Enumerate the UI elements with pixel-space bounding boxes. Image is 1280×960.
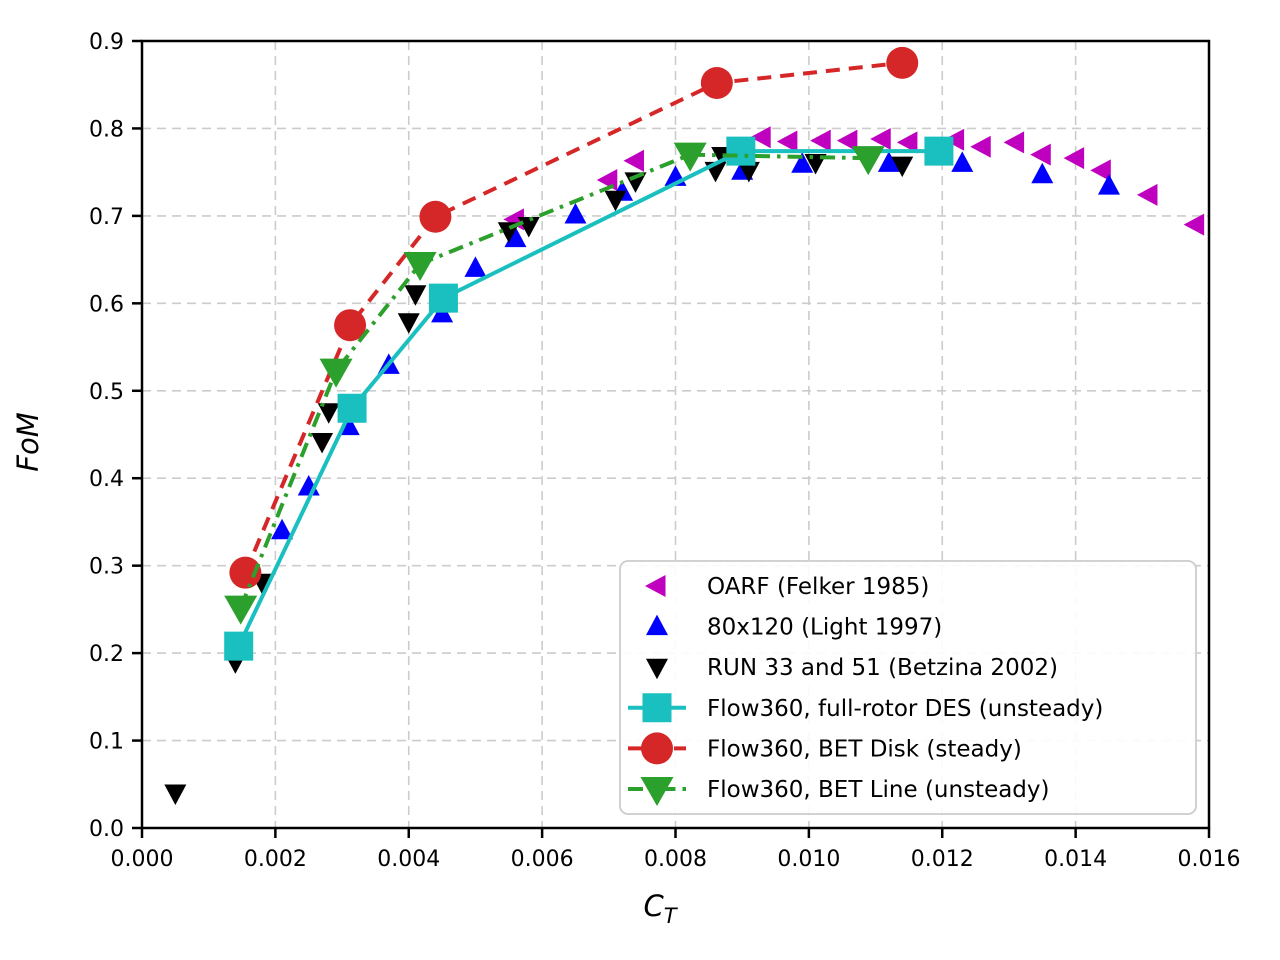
y-axis-label: FoM [11,412,45,471]
data-series [164,46,1205,806]
legend-marker-icon [642,693,672,723]
legend-entry-flow360-bet-disk-steady: Flow360, BET Disk (steady) [628,732,1022,765]
y-tick-label: 0.2 [89,642,124,667]
x-tick-label: 0.010 [777,847,840,872]
x-tick-label: 0.016 [1178,847,1241,872]
data-point-marker [1063,147,1085,170]
data-point-marker [877,151,900,172]
data-point-marker [164,784,187,806]
legend-marker-icon [641,732,673,765]
data-point-marker [810,129,831,152]
data-point-marker [337,393,367,423]
data-point-marker [1090,159,1111,182]
legend-entry-label: Flow360, full-rotor DES (unsteady) [707,696,1103,722]
data-point-marker [924,136,954,166]
axis-ticks: 0.000 0.002 0.004 0.006 0.008 0.010 0.012 0.014… [89,30,1240,872]
legend-marker-icon [646,614,668,636]
legend-entry-label: OARF (Felker 1985) [707,574,929,600]
data-point-marker [750,126,771,149]
x-tick-label: 0.014 [1044,847,1107,872]
y-tick-label: 0.7 [89,205,124,230]
data-point-marker [224,631,254,661]
data-point-marker [271,518,294,540]
data-point-marker [464,256,487,277]
data-point-marker [334,309,367,342]
legend: OARF (Felker 1985) 80x120 (Light 1997) RUN… [619,560,1197,815]
data-point-marker [1183,213,1205,236]
data-point-marker [943,128,965,151]
legend-entry-80x120-light-1997: 80x120 (Light 1997) [646,614,942,641]
data-point-marker [700,66,733,99]
series-flow360-full-rotor-des-unsteady [224,136,954,661]
legend-entry-label: 80x120 (Light 1997) [707,615,942,641]
y-tick-label: 0.1 [89,730,124,755]
data-point-marker [951,151,974,172]
data-point-marker [404,285,427,306]
data-point-marker [1097,174,1120,195]
legend-entry-flow360-bet-line-unsteady: Flow360, BET Line (unsteady) [628,777,1050,806]
data-point-marker [1136,183,1158,206]
data-point-marker [1003,131,1025,154]
legend-marker-icon [640,777,674,806]
y-tick-label: 0.5 [89,380,124,405]
legend-entry-label: Flow360, BET Line (unsteady) [707,777,1050,803]
series-80x120-light-1997 [271,151,1120,540]
legend-box [619,560,1197,815]
data-point-marker [623,149,644,172]
legend-marker-icon [646,658,668,680]
data-point-marker [419,200,452,233]
data-point-marker [229,556,262,589]
data-point-marker [604,190,627,212]
data-point-marker [673,142,707,172]
x-tick-label: 0.002 [244,847,307,872]
y-tick-label: 0.0 [89,817,124,842]
data-point-marker [317,403,340,424]
series-flow360-bet-line-unsteady [224,142,885,625]
series-oarf-felker-1985 [503,126,1205,236]
x-tick-label: 0.012 [911,847,974,872]
legend-marker-icon [645,575,666,597]
series-flow360-bet-disk-steady [229,46,919,589]
y-tick-label: 0.6 [89,292,124,317]
data-point-marker [776,130,798,153]
x-tick-label: 0.006 [511,847,574,872]
data-point-marker [896,131,918,154]
x-axis-label: CT [643,889,678,928]
data-point-marker [791,152,814,173]
data-point-marker [726,136,756,166]
legend-entry-label: Flow360, BET Disk (steady) [707,736,1022,762]
data-point-marker [517,217,540,238]
x-tick-label: 0.000 [111,847,174,872]
data-point-marker [403,251,437,281]
data-point-marker [1031,162,1054,184]
data-point-marker [891,156,914,178]
legend-entry-run-33-and-51-betzina-2002: RUN 33 and 51 (Betzina 2002) [646,655,1058,681]
y-tick-label: 0.9 [89,30,124,55]
legend-entry-oarf-felker-1985: OARF (Felker 1985) [645,574,929,600]
y-tick-label: 0.8 [89,117,124,142]
data-point-marker [1030,143,1051,166]
data-point-marker [851,146,885,176]
y-tick-label: 0.3 [89,555,124,580]
data-point-marker [970,135,991,158]
y-tick-label: 0.4 [89,467,124,492]
data-point-marker [737,161,760,183]
data-point-marker [504,226,527,248]
data-point-marker [397,313,420,334]
data-point-marker [870,127,891,150]
data-point-marker [564,203,587,224]
data-point-marker [224,595,258,625]
x-tick-label: 0.008 [644,847,707,872]
data-point-marker [886,46,919,79]
data-point-marker [311,432,334,454]
legend-entry-label: RUN 33 and 51 (Betzina 2002) [707,655,1058,681]
legend-entry-flow360-full-rotor-des-unsteady: Flow360, full-rotor DES (unsteady) [628,693,1103,723]
x-tick-label: 0.004 [377,847,440,872]
data-point-marker [428,283,458,313]
data-point-marker [319,358,353,388]
